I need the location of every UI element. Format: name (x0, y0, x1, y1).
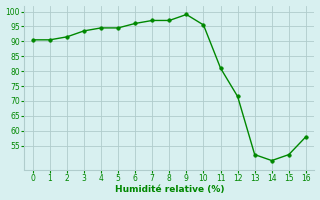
X-axis label: Humidité relative (%): Humidité relative (%) (115, 185, 224, 194)
